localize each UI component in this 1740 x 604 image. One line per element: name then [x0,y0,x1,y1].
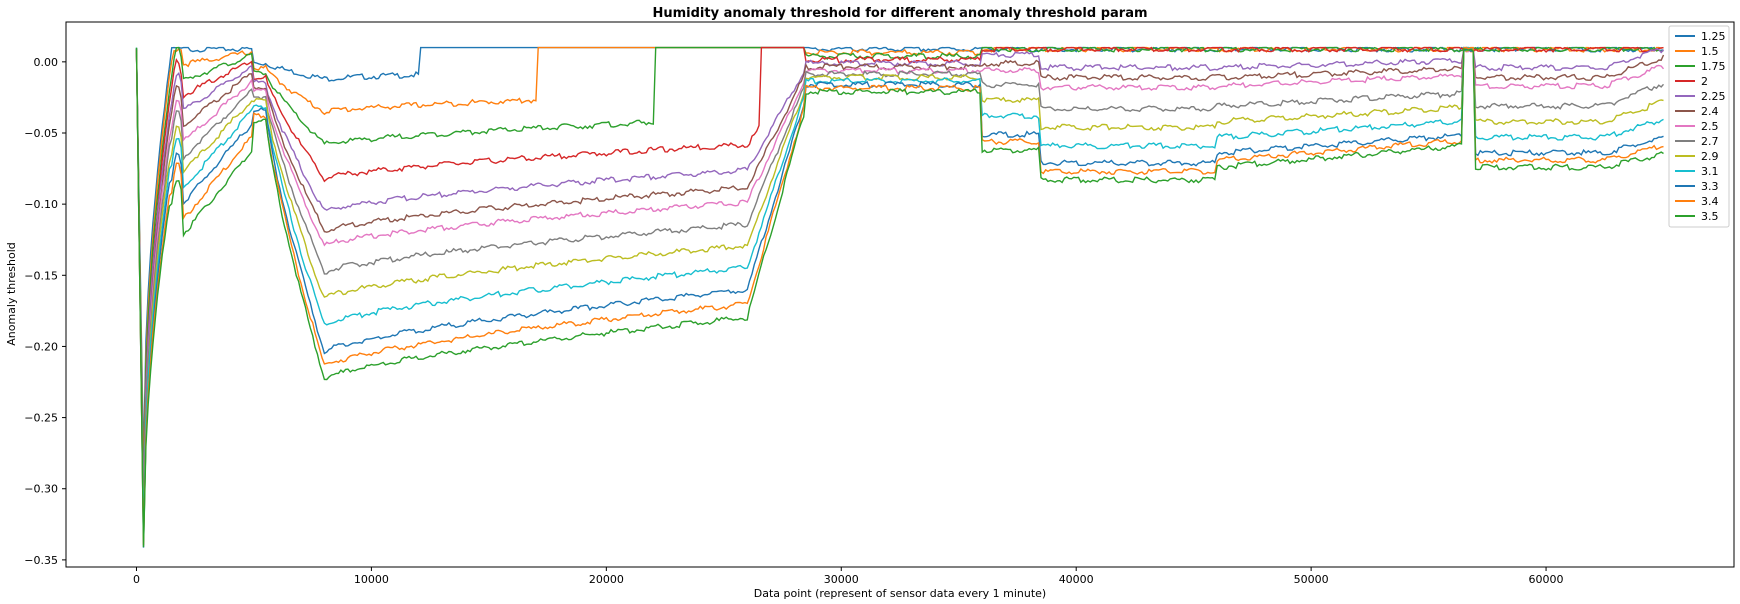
series-layer [135,46,1665,548]
y-tick-label: −0.05 [24,127,58,140]
y-tick-label: −0.10 [24,198,58,211]
legend-label: 2.25 [1701,90,1726,103]
y-tick-label: −0.15 [24,269,58,282]
legend-label: 1.75 [1701,60,1726,73]
x-tick-label: 60000 [1529,573,1564,586]
legend-label: 2.5 [1701,120,1719,133]
legend-label: 1.5 [1701,45,1719,58]
y-axis: 0.00 −0.05 −0.10 −0.15 −0.20 −0.25 −0.30 −0.35 [24,56,66,567]
series-line-2-25 [135,46,1665,505]
y-tick-label: 0.00 [34,56,59,69]
legend-label: 3.5 [1701,210,1719,223]
y-tick-label: −0.35 [24,554,58,567]
y-tick-label: −0.20 [24,340,58,353]
y-axis-label: Anomaly threshold [5,242,18,346]
legend-label: 1.25 [1701,30,1726,43]
x-tick-label: 0 [133,573,140,586]
x-tick-label: 10000 [354,573,389,586]
y-tick-label: −0.30 [24,483,58,496]
x-tick-label: 50000 [1294,573,1329,586]
series-line-2-7 [135,46,1665,518]
x-axis: 0 10000 20000 30000 40000 50000 60000 [133,567,1564,586]
series-line-2-9 [135,47,1664,536]
legend-label: 3.1 [1701,165,1719,178]
x-tick-label: 30000 [824,573,859,586]
legend-label: 2 [1701,75,1708,88]
x-axis-label: Data point (represent of sensor data eve… [754,587,1046,600]
legend-label: 3.4 [1701,195,1719,208]
series-line-3-3 [135,48,1664,548]
legend-label: 2.4 [1701,105,1719,118]
legend-label: 3.3 [1701,180,1719,193]
x-tick-label: 40000 [1059,573,1094,586]
x-tick-label: 20000 [589,573,624,586]
chart-title: Humidity anomaly threshold for different… [652,6,1147,21]
legend-label: 2.7 [1701,135,1719,148]
plot-frame [65,21,1735,568]
y-tick-label: −0.25 [24,412,58,425]
legend-box [1668,25,1730,228]
legend: 1.25 1.5 1.75 2 2.25 2.4 2.5 2.7 2.9 3.1 3.3 3.4 3.5 [1668,25,1730,228]
series-line-1-75 [135,46,1664,490]
legend-label: 2.9 [1701,150,1719,163]
series-line-3-5 [135,47,1664,548]
series-line-2-4 [135,46,1665,517]
series-line-2 [135,46,1664,505]
